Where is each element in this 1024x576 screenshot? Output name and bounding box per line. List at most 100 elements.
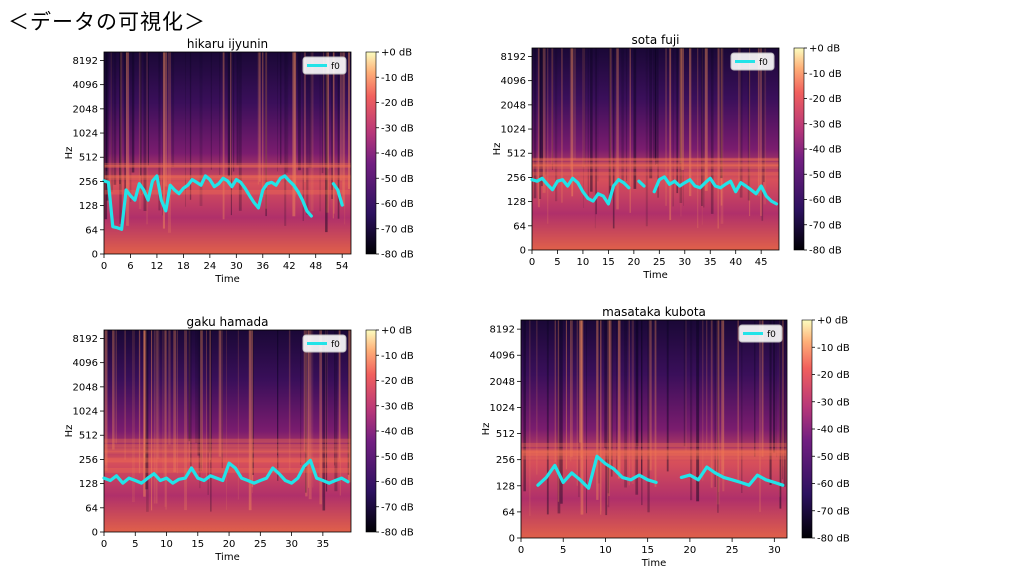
colorbar-label: -40 dB bbox=[381, 427, 414, 438]
x-axis-label: Time bbox=[214, 552, 239, 563]
y-tick-label: 8192 bbox=[73, 56, 98, 67]
legend-label: f0 bbox=[767, 330, 776, 340]
spectrogram-image bbox=[521, 320, 787, 538]
x-tick-label: 45 bbox=[755, 257, 768, 268]
f0-line bbox=[530, 175, 779, 206]
y-tick-label: 4096 bbox=[73, 358, 98, 369]
colorbar-label: +0 dB bbox=[381, 48, 412, 59]
plot-frame bbox=[103, 51, 352, 255]
spectrogram-image bbox=[104, 330, 351, 532]
spectrogram-texture bbox=[104, 330, 351, 512]
colorbar-label: -30 dB bbox=[381, 401, 414, 412]
x-tick-label: 35 bbox=[316, 539, 329, 550]
colorbar bbox=[365, 329, 377, 533]
x-tick-label: 10 bbox=[577, 257, 590, 268]
legend: f0 bbox=[302, 56, 347, 75]
colorbar-label: -60 dB bbox=[809, 195, 842, 206]
y-tick-label: 256 bbox=[507, 173, 526, 184]
y-tick-label: 64 bbox=[85, 503, 98, 514]
x-axis-label: Time bbox=[214, 274, 239, 285]
colorbar-label: -20 dB bbox=[817, 370, 850, 381]
x-tick-label: 30 bbox=[285, 539, 298, 550]
y-tick-label: 128 bbox=[79, 201, 98, 212]
x-tick-label: 48 bbox=[309, 261, 322, 272]
y-tick-label: 256 bbox=[496, 455, 515, 466]
y-tick-label: 4096 bbox=[490, 351, 515, 362]
y-tick-label: 64 bbox=[502, 507, 515, 518]
colorbar-label: -80 dB bbox=[817, 534, 850, 545]
x-tick-label: 54 bbox=[336, 261, 349, 272]
y-tick-label: 256 bbox=[79, 455, 98, 466]
colorbar-label: -10 dB bbox=[381, 351, 414, 362]
colorbar bbox=[801, 319, 813, 539]
x-axis-label: Time bbox=[641, 558, 666, 569]
y-tick-label: 512 bbox=[507, 149, 526, 160]
y-tick-label: 2048 bbox=[73, 104, 98, 115]
x-tick-label: 0 bbox=[101, 539, 107, 550]
y-tick-label: 512 bbox=[79, 153, 98, 164]
y-tick-label: 1024 bbox=[490, 403, 515, 414]
x-tick-label: 30 bbox=[678, 257, 691, 268]
y-tick-label: 0 bbox=[520, 246, 526, 257]
y-tick-label: 8192 bbox=[73, 334, 98, 345]
colorbar-label: -10 dB bbox=[817, 343, 850, 354]
spectrogram-chart-4: 0 64 128 256 512 1024 2048 4096 8192 0 5 10 15 20 25 30… bbox=[481, 305, 850, 569]
colorbar-label: -50 dB bbox=[809, 170, 842, 181]
colorbar-label: +0 dB bbox=[817, 316, 848, 327]
chart-title: masataka kubota bbox=[602, 305, 706, 319]
spectrogram-texture bbox=[532, 48, 779, 229]
legend-label: f0 bbox=[331, 340, 340, 350]
x-tick-label: 10 bbox=[599, 545, 612, 556]
y-tick-label: 512 bbox=[496, 429, 515, 440]
plot-frame bbox=[520, 319, 788, 539]
y-axis-label: Hz bbox=[64, 147, 75, 160]
plot-frame bbox=[531, 47, 780, 251]
colorbar-label: -20 dB bbox=[381, 376, 414, 387]
x-tick-label: 18 bbox=[177, 261, 190, 272]
x-tick-label: 20 bbox=[627, 257, 640, 268]
f0-line bbox=[536, 454, 785, 490]
y-tick-label: 1024 bbox=[501, 125, 526, 136]
x-tick-label: 0 bbox=[518, 545, 524, 556]
y-tick-label: 256 bbox=[79, 177, 98, 188]
colorbar bbox=[793, 47, 805, 251]
colorbar-label: -30 dB bbox=[381, 123, 414, 134]
y-tick-label: 1024 bbox=[73, 129, 98, 140]
x-tick-label: 25 bbox=[254, 539, 267, 550]
colorbar-label: -70 dB bbox=[817, 506, 850, 517]
spectrogram-chart-2: 0 64 128 256 512 1024 2048 4096 8192 0 5 10 15 20 25 30… bbox=[492, 33, 842, 281]
colorbar-label: -60 dB bbox=[381, 477, 414, 488]
y-tick-label: 128 bbox=[496, 481, 515, 492]
y-tick-label: 2048 bbox=[490, 377, 515, 388]
spectrogram-texture bbox=[521, 320, 787, 516]
legend: f0 bbox=[738, 324, 783, 343]
y-tick-label: 512 bbox=[79, 431, 98, 442]
y-tick-label: 8192 bbox=[490, 325, 515, 336]
y-axis-label: Hz bbox=[481, 423, 492, 436]
colorbar bbox=[365, 51, 377, 255]
y-tick-label: 4096 bbox=[501, 76, 526, 87]
y-tick-label: 128 bbox=[79, 479, 98, 490]
spectrogram-chart-3: 0 64 128 256 512 1024 2048 4096 8192 0 5 10 15 20 25 30… bbox=[64, 315, 414, 563]
colorbar-label: +0 dB bbox=[381, 326, 412, 337]
y-tick-label: 128 bbox=[507, 197, 526, 208]
colorbar-label: -50 dB bbox=[817, 452, 850, 463]
colorbar-label: -70 dB bbox=[381, 502, 414, 513]
y-tick-label: 0 bbox=[509, 534, 515, 545]
colorbar-label: -40 dB bbox=[817, 425, 850, 436]
x-tick-label: 15 bbox=[191, 539, 204, 550]
y-tick-label: 1024 bbox=[73, 407, 98, 418]
colorbar-label: -80 dB bbox=[381, 250, 414, 261]
x-tick-label: 0 bbox=[529, 257, 535, 268]
x-tick-label: 20 bbox=[684, 545, 697, 556]
y-tick-label: 64 bbox=[85, 225, 98, 236]
x-tick-label: 20 bbox=[223, 539, 236, 550]
colorbar-label: -20 dB bbox=[381, 98, 414, 109]
colorbar-label: -80 dB bbox=[809, 246, 842, 257]
colorbar-label: -70 dB bbox=[809, 220, 842, 231]
x-tick-label: 6 bbox=[127, 261, 133, 272]
colorbar-label: -50 dB bbox=[381, 174, 414, 185]
x-tick-label: 25 bbox=[653, 257, 666, 268]
x-tick-label: 30 bbox=[230, 261, 243, 272]
colorbar-label: -10 dB bbox=[381, 73, 414, 84]
